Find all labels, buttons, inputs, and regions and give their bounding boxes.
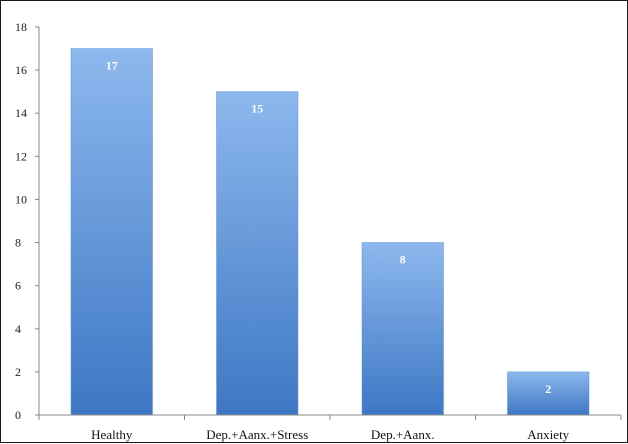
y-tick-label: 8 bbox=[15, 236, 21, 250]
x-axis: Healthy Dep.+Aanx.+Stress Dep.+Aanx. Anxiet… bbox=[38, 414, 622, 442]
category-label: Dep.+Aanx. bbox=[371, 427, 435, 442]
data-label: 2 bbox=[545, 382, 551, 396]
category-label: Anxiety bbox=[527, 427, 569, 442]
data-label: 15 bbox=[251, 102, 263, 116]
y-tick-label: 14 bbox=[15, 106, 27, 120]
y-tick-label: 0 bbox=[15, 408, 21, 422]
bar bbox=[361, 242, 444, 416]
y-tick-label: 16 bbox=[15, 63, 27, 77]
y-tick-label: 18 bbox=[15, 20, 27, 34]
category-label: Dep.+Aanx.+Stress bbox=[206, 427, 308, 442]
category-label: Healthy bbox=[91, 427, 133, 442]
y-tick-label: 12 bbox=[15, 149, 27, 163]
y-tick-label: 10 bbox=[15, 192, 27, 206]
data-label: 8 bbox=[400, 253, 406, 267]
y-tick-label: 4 bbox=[15, 322, 21, 336]
bar bbox=[70, 48, 153, 416]
bar bbox=[216, 91, 299, 416]
bars: 17 15 8 2 bbox=[70, 48, 590, 416]
y-tick-label: 6 bbox=[15, 279, 21, 293]
data-label: 17 bbox=[106, 59, 118, 73]
y-axis: 0 2 4 6 8 10 12 14 16 18 bbox=[15, 20, 40, 422]
bar bbox=[507, 371, 590, 416]
y-tick-label: 2 bbox=[15, 365, 21, 379]
